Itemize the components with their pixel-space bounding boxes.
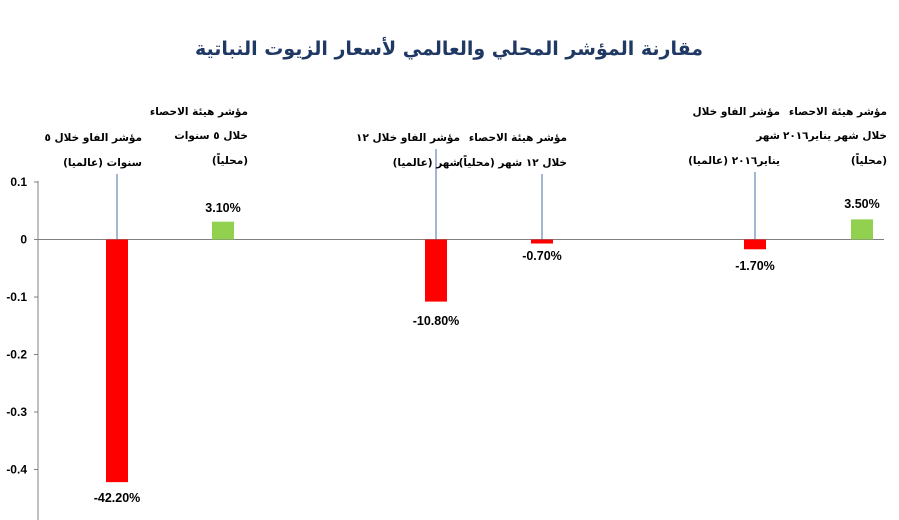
bar-annotation: مؤشر هيئة الاحصاء bbox=[150, 106, 248, 118]
bar-annotation: مؤشر الفاو خلال bbox=[693, 106, 780, 118]
bar-annotation: (محلياً) bbox=[212, 153, 248, 167]
y-tick-label: -0.3 bbox=[6, 405, 27, 419]
data-label: -0.70% bbox=[522, 249, 562, 263]
bar-annotation: يناير٢٠١٦ (عالميا) bbox=[688, 155, 780, 167]
bar-annotation: (محلياً) bbox=[851, 153, 887, 167]
bar-annotation: مؤشر الفاو خلال ١٢ bbox=[356, 132, 460, 144]
data-label: -1.70% bbox=[735, 259, 775, 273]
bar bbox=[851, 219, 873, 240]
data-label: -42.20% bbox=[94, 491, 141, 505]
bar-annotation: مؤشر هيئة الاحصاء bbox=[469, 132, 567, 144]
y-tick-label: -0.4 bbox=[6, 463, 27, 477]
y-tick-label: 0 bbox=[20, 233, 27, 247]
bar bbox=[425, 239, 447, 302]
bar bbox=[106, 239, 128, 483]
bar-annotation: سنوات (عالميا) bbox=[63, 157, 142, 169]
bar-annotation: خلال ٥ سنوات bbox=[174, 130, 248, 142]
data-label: -10.80% bbox=[413, 314, 460, 328]
data-label: 3.10% bbox=[205, 201, 240, 215]
bar-annotation: خلال شهر يناير٢٠١٦ bbox=[783, 130, 887, 142]
bar-annotation: شهر bbox=[755, 130, 780, 142]
chart-title: مقارنة المؤشر المحلي والعالمي لأسعار الز… bbox=[195, 37, 703, 60]
y-tick-label: -0.2 bbox=[6, 348, 27, 362]
data-label: 3.50% bbox=[844, 197, 879, 211]
bar-annotation: خلال ١٢ شهر (محلياً) bbox=[459, 155, 567, 169]
y-tick-label: 0.1 bbox=[10, 175, 27, 189]
bar-annotation: شهر (عالميا) bbox=[393, 157, 460, 169]
bar bbox=[212, 221, 234, 240]
y-tick-label: -0.1 bbox=[6, 290, 27, 304]
bar-annotation: مؤشر الفاو خلال ٥ bbox=[44, 132, 142, 144]
bar bbox=[744, 239, 766, 250]
bar bbox=[531, 239, 553, 244]
bar-annotation: مؤشر هيئة الاحصاء bbox=[789, 106, 887, 118]
